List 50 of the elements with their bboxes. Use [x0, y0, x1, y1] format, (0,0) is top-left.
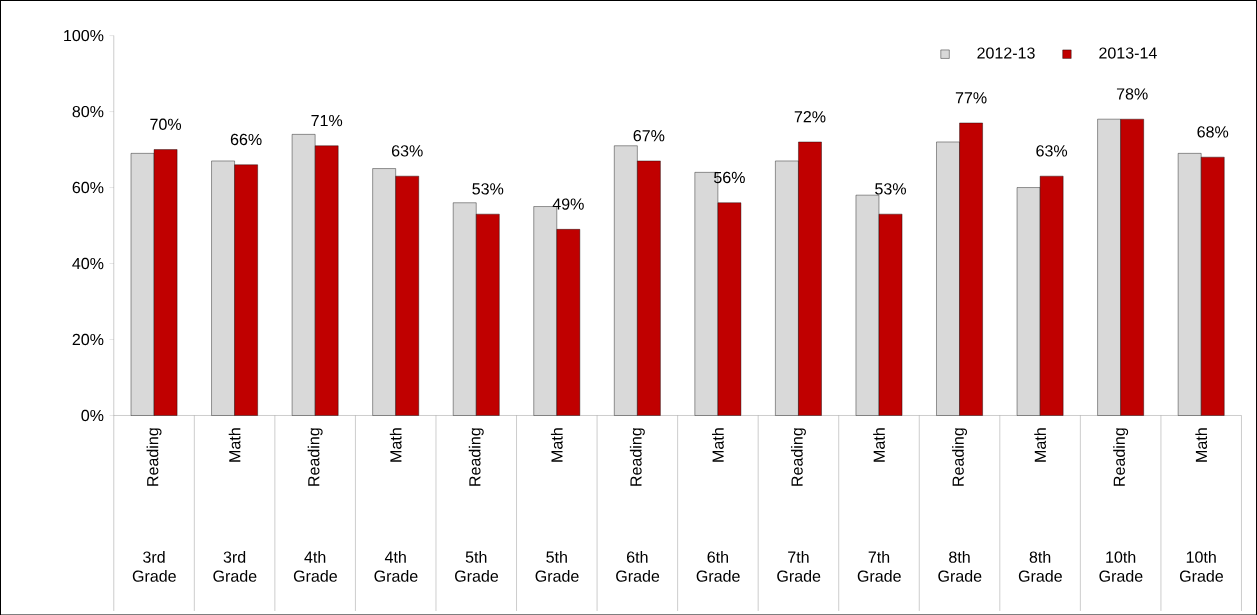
x-tick-label: Math [228, 428, 241, 462]
text: 7th Grade [777, 550, 821, 582]
x-tick-label: Reading [790, 428, 806, 486]
legend-label: 2013-14 [1099, 47, 1157, 59]
x-tick-label: Reading [307, 428, 323, 486]
data-label: 53% [472, 182, 504, 195]
data-label: 78% [1116, 87, 1148, 100]
x-tick-label: Math [1195, 428, 1208, 462]
data-label: 49% [552, 198, 584, 210]
x-tick-label: Math [1034, 428, 1046, 462]
x-tick-label: Reading [952, 428, 968, 486]
text: 4th Grade [293, 550, 337, 582]
text: 6th Grade [696, 550, 740, 582]
x-tick-label: Math [873, 428, 885, 462]
x-tick-label: Math [712, 428, 724, 462]
text: 3rd Grade [132, 550, 176, 582]
data-label: 66% [230, 133, 262, 145]
x-tick-label: Reading [1113, 428, 1129, 486]
x-tick-label: Reading [468, 428, 484, 486]
text: 6th Grade [616, 550, 660, 582]
y-tick-label: 80% [72, 105, 104, 118]
text: 3rd Grade [213, 550, 257, 582]
data-label: 70% [150, 118, 182, 130]
data-label: 67% [633, 129, 665, 142]
text: 8th Grade [938, 550, 982, 582]
y-tick-label: 0% [81, 409, 104, 421]
text: 4th Grade [374, 550, 418, 582]
text: 8th Grade [1018, 550, 1062, 582]
text: 5th Grade [455, 550, 499, 582]
data-label: 72% [794, 110, 826, 123]
text: 5th Grade [535, 550, 579, 582]
y-tick-label: 60% [72, 181, 104, 193]
text: 10th Grade [1179, 550, 1223, 582]
x-tick-label: Reading [629, 428, 645, 486]
data-label: 68% [1197, 125, 1229, 138]
data-label: 77% [955, 91, 987, 104]
x-tick-label: Math [389, 428, 402, 462]
data-label: 63% [391, 144, 423, 157]
data-label: 63% [1036, 144, 1068, 157]
data-label: 71% [311, 114, 343, 126]
y-tick-label: 100% [64, 29, 104, 42]
text: 7th Grade [857, 550, 901, 582]
x-tick-label: Reading [146, 428, 162, 486]
x-tick-label: Math [550, 428, 563, 462]
y-tick-label: 40% [72, 257, 104, 269]
legend-label: 2012-13 [977, 47, 1035, 59]
text: 10th Grade [1099, 550, 1143, 582]
data-label: 53% [875, 182, 906, 195]
data-label: 56% [714, 171, 745, 183]
y-tick-label: 20% [72, 333, 104, 345]
